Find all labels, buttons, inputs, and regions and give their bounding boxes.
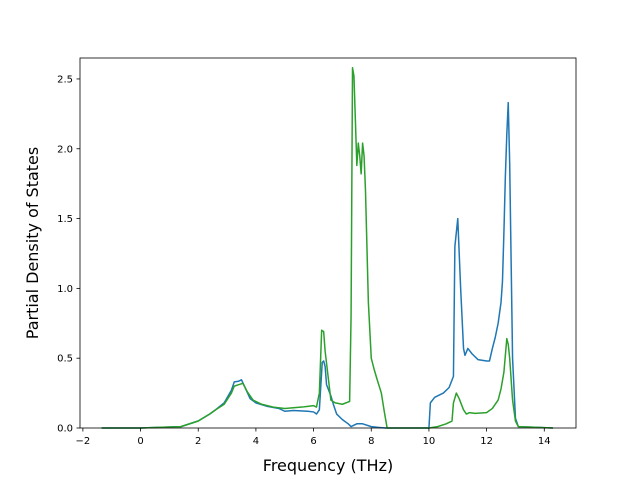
x-tick-label: −2: [76, 436, 91, 447]
y-axis-label: Partial Density of States: [23, 147, 42, 339]
y-tick-label: 2.0: [57, 144, 73, 155]
x-axis-label: Frequency (THz): [263, 456, 393, 475]
x-tick-label: 0: [137, 436, 143, 447]
series-line-2: [101, 67, 553, 429]
x-axis: −2 0 2 4 6 8 10 12 14: [76, 428, 551, 447]
y-tick-label: 2.5: [57, 74, 73, 85]
y-tick-label: 0.0: [57, 424, 73, 435]
y-tick-label: 1.0: [57, 284, 73, 295]
x-tick-label: 12: [480, 436, 493, 447]
y-axis: 0.0 0.5 1.0 1.5 2.0 2.5: [57, 74, 80, 435]
plot-area-frame: [79, 57, 577, 429]
x-tick-label: 4: [253, 436, 259, 447]
y-tick-label: 1.5: [57, 214, 73, 225]
x-tick-label: 10: [423, 436, 436, 447]
x-tick-label: 2: [195, 436, 201, 447]
x-tick-label: 6: [310, 436, 316, 447]
y-tick-label: 0.5: [57, 354, 73, 365]
series-layer: [101, 67, 553, 429]
x-tick-label: 8: [368, 436, 374, 447]
x-tick-label: 14: [538, 436, 551, 447]
